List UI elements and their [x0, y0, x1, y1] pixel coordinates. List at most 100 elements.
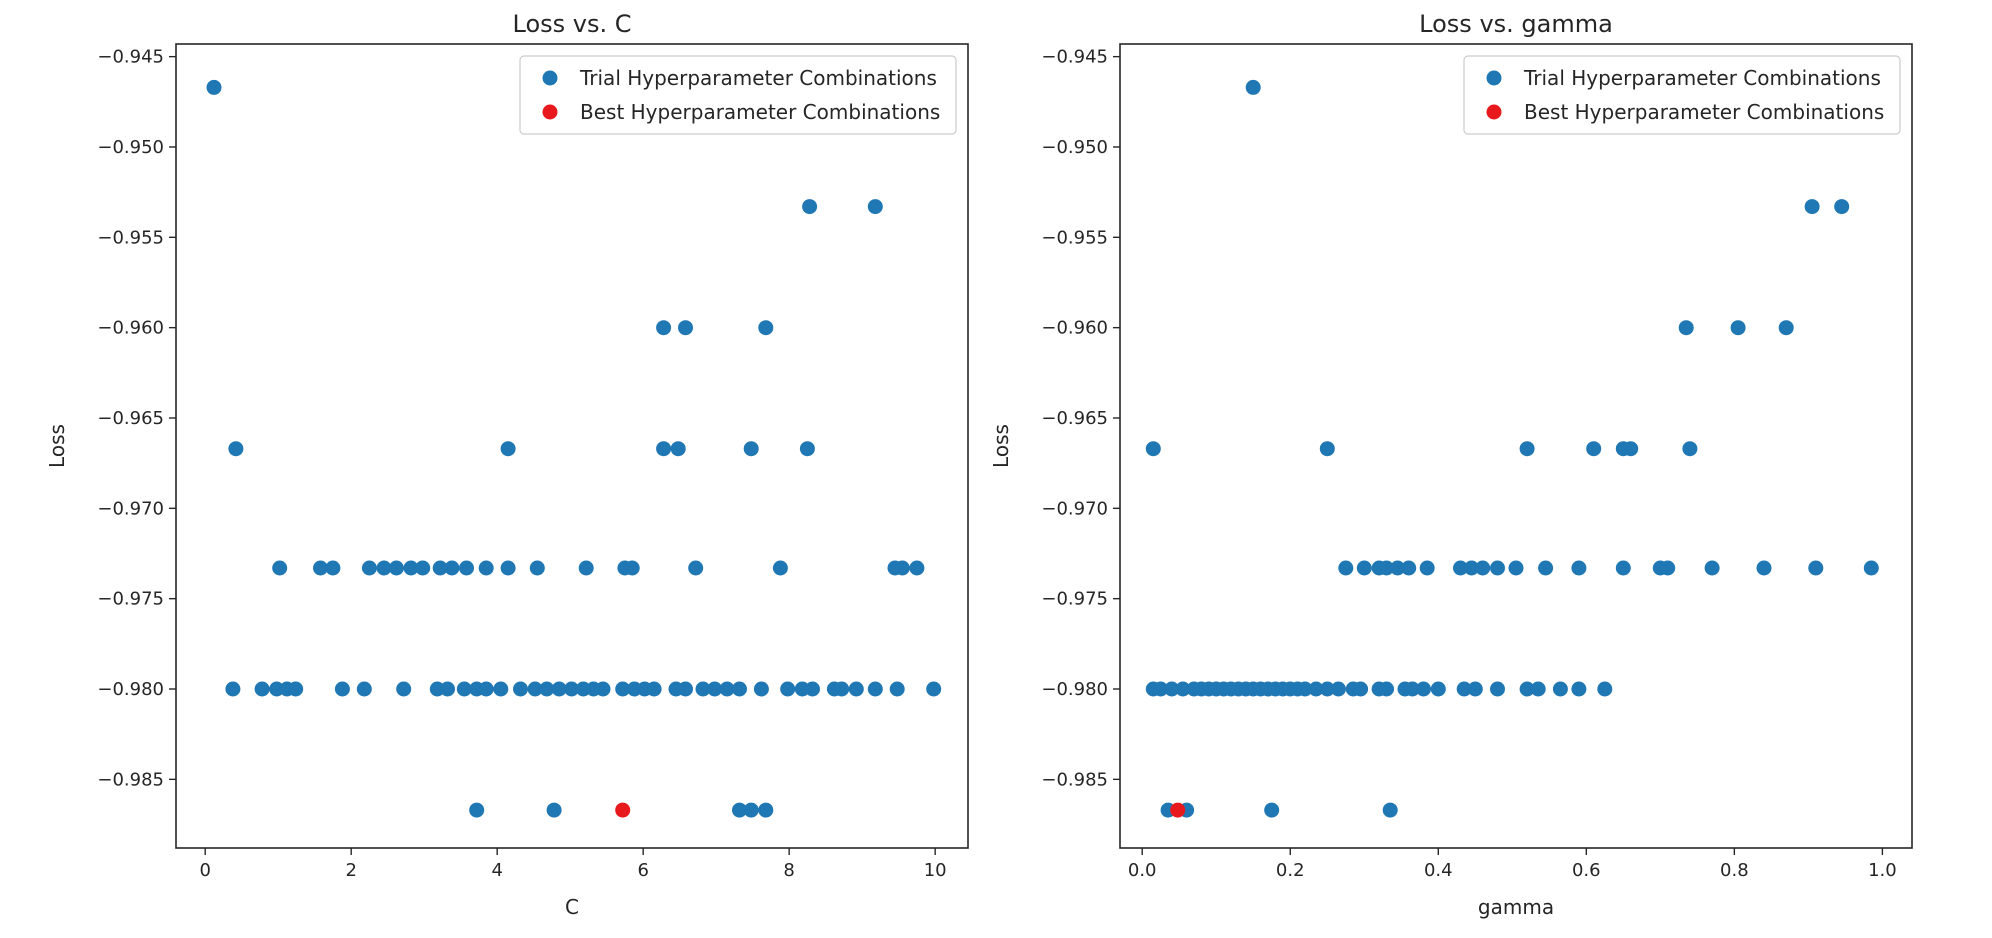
x-axis-label: C: [565, 895, 579, 919]
legend-label: Trial Hyperparameter Combinations: [579, 66, 937, 90]
data-point: [527, 681, 543, 697]
data-point: [867, 199, 883, 215]
data-point: [595, 681, 611, 697]
markers: [206, 79, 942, 818]
data-point: [1245, 79, 1261, 95]
data-point: [695, 681, 711, 697]
data-point: [848, 681, 864, 697]
data-point: [805, 681, 820, 697]
data-point: [753, 681, 769, 697]
data-point: [646, 681, 662, 697]
data-point: [732, 681, 747, 697]
data-point: [403, 560, 419, 576]
data-point: [1586, 441, 1602, 457]
legend-label: Best Hyperparameter Combinations: [1524, 100, 1884, 124]
data-point: [1678, 320, 1694, 336]
data-point: [396, 681, 412, 697]
x-tick-label: 1.0: [1868, 860, 1897, 881]
data-point: [478, 560, 494, 576]
data-point: [1153, 681, 1169, 697]
data-point: [1145, 441, 1161, 457]
legend-marker: [1486, 70, 1502, 86]
data-point: [269, 681, 285, 697]
data-point: [1356, 560, 1372, 576]
data-point: [926, 681, 942, 697]
data-point: [1401, 560, 1417, 576]
data-point: [500, 560, 516, 576]
data-point: [444, 560, 460, 576]
data-point: [1453, 560, 1468, 576]
data-point: [1419, 560, 1435, 576]
data-point: [1475, 560, 1491, 576]
data-point: [656, 320, 672, 336]
data-point: [1464, 560, 1480, 576]
data-point: [313, 560, 328, 576]
y-axis-label: Loss: [45, 424, 69, 468]
data-point: [1571, 560, 1587, 576]
markers: [1145, 79, 1879, 818]
y-tick-label: −0.985: [1041, 769, 1108, 790]
data-point: [1804, 199, 1820, 215]
data-point: [1623, 441, 1639, 457]
legend: Trial Hyperparameter Combinations Best Hy…: [519, 55, 957, 135]
y-tick-label: −0.970: [97, 498, 164, 519]
data-point: [459, 560, 474, 576]
data-point: [1338, 560, 1354, 576]
data-point: [894, 560, 910, 576]
data-point: [909, 560, 925, 576]
y-tick-label: −0.955: [1041, 227, 1108, 248]
data-point: [1530, 681, 1546, 697]
legend-marker: [542, 104, 558, 120]
data-point: [656, 441, 672, 457]
x-tick-label: 8: [783, 860, 794, 881]
data-point: [513, 681, 528, 697]
data-point: [388, 560, 404, 576]
y-tick-label: −0.980: [97, 679, 164, 700]
x-tick-label: 0.8: [1720, 860, 1749, 881]
x-tick-label: 2: [345, 860, 356, 881]
data-point: [1456, 681, 1472, 697]
data-point: [1330, 681, 1346, 697]
data-point: [1730, 320, 1746, 336]
data-point: [867, 681, 883, 697]
data-point: [1660, 560, 1676, 576]
data-point: [1404, 681, 1420, 697]
data-point: [1379, 681, 1394, 697]
data-point: [889, 681, 905, 697]
data-point: [1490, 681, 1505, 697]
y-tick-label: −0.960: [97, 318, 164, 339]
data-point: [758, 802, 774, 818]
data-point: [1778, 320, 1794, 336]
data-point: [1264, 802, 1280, 818]
data-point: [1353, 681, 1369, 697]
best-point: [615, 802, 631, 818]
data-point: [225, 681, 241, 697]
data-point: [1756, 560, 1772, 576]
legend-box: [519, 55, 957, 135]
x-tick-label: 6: [637, 860, 648, 881]
data-point: [415, 560, 431, 576]
data-point: [834, 681, 850, 697]
data-point: [334, 681, 350, 697]
plot-title: Loss vs. C: [513, 10, 632, 38]
x-tick-label: 0: [199, 860, 210, 881]
y-tick-label: −0.975: [97, 589, 164, 610]
data-point: [799, 441, 815, 457]
y-tick-label: −0.950: [1041, 137, 1108, 158]
x-tick-label: 0.4: [1424, 860, 1453, 881]
y-tick-label: −0.945: [1041, 47, 1108, 68]
data-point: [743, 802, 759, 818]
x-tick-label: 0.0: [1128, 860, 1157, 881]
data-point: [1552, 681, 1568, 697]
data-point: [743, 441, 759, 457]
data-point: [1319, 681, 1335, 697]
x-tick-label: 0.2: [1276, 860, 1305, 881]
y-tick-label: −0.960: [1041, 318, 1108, 339]
axes-frame: [175, 43, 969, 849]
data-point: [719, 681, 735, 697]
data-point: [469, 802, 485, 818]
data-point: [1519, 681, 1535, 697]
data-point: [1379, 560, 1394, 576]
data-point: [678, 320, 693, 336]
